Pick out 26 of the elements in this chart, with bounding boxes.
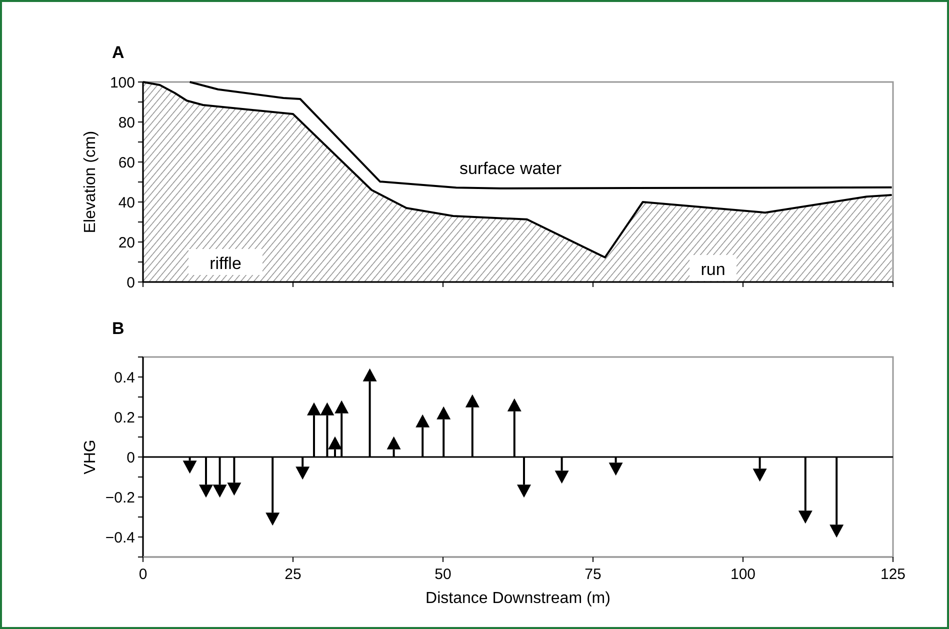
line-series — [188, 81, 893, 190]
x-tick-label: 0 — [138, 566, 148, 583]
x-tick-label: 50 — [434, 566, 452, 583]
x-axis-title: Distance Downstream (m) — [426, 590, 610, 607]
y-tick-label: 80 — [118, 114, 135, 132]
y-tick-label: 0.4 — [114, 369, 135, 386]
y-axis-title: Elevation (cm) — [82, 130, 99, 234]
y-tick-label: 20 — [118, 234, 135, 252]
y-tick-label: 40 — [118, 194, 135, 212]
y-tick-label: 100 — [110, 74, 135, 92]
y-axis-title: VHG — [82, 440, 99, 474]
y-tick-label: 0 — [126, 449, 135, 466]
x-tick-label: 125 — [880, 566, 906, 583]
annotation: run — [700, 260, 726, 279]
y-tick-label: 60 — [118, 154, 135, 172]
y-tick-label: −0.2 — [105, 489, 135, 506]
chart-title: B — [112, 319, 124, 338]
y-tick-label: −0.4 — [105, 529, 135, 546]
x-tick-label: 75 — [584, 566, 602, 583]
y-tick-label: 0 — [126, 274, 135, 292]
x-tick-label: 100 — [730, 566, 756, 583]
x-tick-label: 25 — [284, 566, 302, 583]
chart-title: A — [112, 43, 124, 62]
y-tick-label: 0.2 — [114, 409, 135, 426]
annotation: riffle — [210, 254, 242, 273]
annotation: surface water — [459, 159, 562, 178]
